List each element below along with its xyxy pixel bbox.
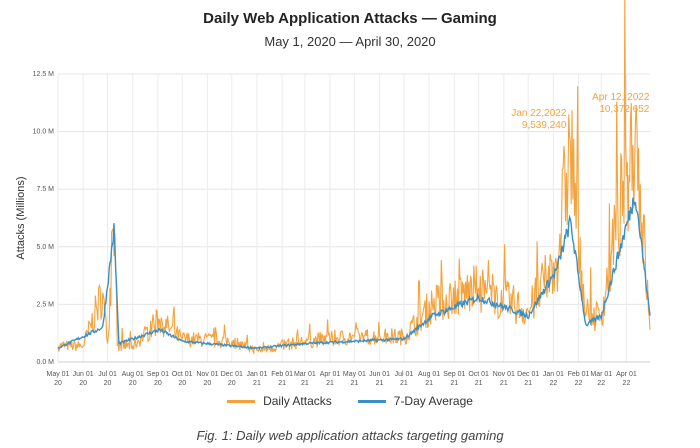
x-tick-label-year: 22 <box>623 380 631 387</box>
y-tick-label: 7.5 M <box>36 186 54 193</box>
x-tick-label-year: 22 <box>575 380 583 387</box>
legend-item-average: 7-Day Average <box>357 394 473 408</box>
chart-subtitle: May 1, 2020 — April 30, 2020 <box>264 34 436 49</box>
x-tick-label: Oct 01 <box>172 371 193 378</box>
legend-label-average: 7-Day Average <box>393 394 473 408</box>
x-tick-label: Dec 01 <box>517 371 539 378</box>
x-tick-label-year: 20 <box>154 380 162 387</box>
annotation-date: Jan 22,2022 <box>511 108 566 119</box>
annotation-date: Apr 12, 2022 <box>592 92 650 103</box>
y-tick-label: 0.0 M <box>36 359 54 366</box>
chart-title: Daily Web Application Attacks — Gaming <box>203 10 497 27</box>
x-tick-label-year: 21 <box>400 380 408 387</box>
x-tick-label: Jul 01 <box>395 371 414 378</box>
x-tick-label-year: 20 <box>204 380 212 387</box>
legend-swatch-average <box>357 399 386 403</box>
x-tick-label-year: 21 <box>475 380 483 387</box>
x-tick-label: Aug 01 <box>122 371 144 378</box>
x-tick-label-year: 21 <box>278 380 286 387</box>
x-tick-label: Jun 01 <box>369 371 390 378</box>
y-tick-label: 5.0 M <box>36 244 54 251</box>
x-tick-label-year: 21 <box>450 380 458 387</box>
x-tick-label: Aug 01 <box>418 371 440 378</box>
x-tick-label-year: 21 <box>326 380 334 387</box>
x-tick-label-year: 21 <box>253 380 261 387</box>
annotation-value: 9,539,240 <box>522 120 567 131</box>
legend-item-daily: Daily Attacks <box>227 394 332 408</box>
series-line-7-day-average <box>57 197 651 350</box>
x-tick-label: Jun 01 <box>73 371 94 378</box>
x-tick-label-year: 21 <box>500 380 508 387</box>
y-axis-label: Attacks (Millions) <box>15 176 27 259</box>
x-tick-label: Sep 01 <box>147 371 169 378</box>
y-tick-label: 12.5 M <box>33 71 55 78</box>
x-tick-label: Feb 01 <box>568 371 590 378</box>
x-tick-label: Dec 01 <box>221 371 243 378</box>
x-tick-label-year: 21 <box>351 380 359 387</box>
x-tick-label: Nov 01 <box>196 371 218 378</box>
annotation-value: 10,372,652 <box>599 104 649 115</box>
series-line-daily-attacks <box>57 0 651 354</box>
figure-caption: Fig. 1: Daily web application attacks ta… <box>196 428 504 443</box>
x-tick-label-year: 20 <box>228 380 236 387</box>
x-tick-label-year: 21 <box>301 380 309 387</box>
y-tick-label: 10.0 M <box>33 129 55 136</box>
x-tick-label: Jan 01 <box>246 371 267 378</box>
y-tick-label: 2.5 M <box>36 301 54 308</box>
x-tick-label-year: 21 <box>524 380 532 387</box>
x-tick-label: Nov 01 <box>493 371 515 378</box>
x-tick-label: Mar 01 <box>294 371 316 378</box>
x-tick-label-year: 20 <box>54 380 62 387</box>
x-tick-label: Oct 01 <box>468 371 489 378</box>
legend-label-daily: Daily Attacks <box>263 394 332 408</box>
x-tick-label: May 01 <box>47 371 70 378</box>
x-tick-label: Apr 01 <box>320 371 341 378</box>
x-tick-label-year: 20 <box>104 380 112 387</box>
x-tick-label-year: 20 <box>178 380 186 387</box>
x-tick-label-year: 22 <box>597 380 605 387</box>
x-tick-label: Sep 01 <box>443 371 465 378</box>
x-tick-label: May 01 <box>343 371 366 378</box>
x-tick-label-year: 22 <box>549 380 557 387</box>
x-tick-label: Feb 01 <box>271 371 293 378</box>
x-tick-label-year: 21 <box>376 380 384 387</box>
legend-swatch-daily <box>227 399 256 403</box>
x-tick-label: Mar 01 <box>590 371 612 378</box>
x-tick-label: Jan 01 <box>543 371 564 378</box>
x-tick-label-year: 21 <box>425 380 433 387</box>
x-tick-label: Jul 01 <box>98 371 117 378</box>
x-tick-label-year: 20 <box>79 380 87 387</box>
x-tick-label-year: 20 <box>129 380 137 387</box>
chart-legend: Daily Attacks 7-Day Average <box>0 394 700 408</box>
x-tick-label: Apr 01 <box>616 371 637 378</box>
